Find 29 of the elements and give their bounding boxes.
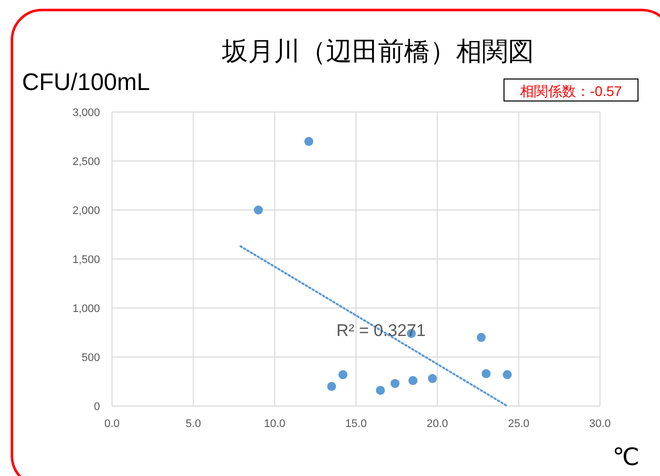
point: [482, 369, 491, 378]
y-axis-title: CFU/100mL: [22, 69, 152, 96]
x-tick-label: 0.0: [104, 418, 120, 430]
x-axis-title: ℃: [612, 444, 640, 471]
point: [476, 332, 486, 342]
point: [376, 386, 385, 395]
x-tick-label: 30.0: [589, 418, 611, 430]
y-tick-label: 1,500: [72, 254, 100, 266]
y-tick-label: 1,000: [72, 303, 100, 315]
point: [254, 206, 263, 214]
point: [428, 374, 437, 384]
text: 相関係数：-0.57: [520, 83, 622, 99]
point: [327, 382, 336, 391]
x-tick-label: 15.0: [345, 418, 367, 430]
x-tick-label: 20.0: [426, 418, 448, 430]
y-tick-label: 0: [94, 401, 100, 413]
point: [390, 378, 400, 388]
y-tick-label: 2,000: [72, 205, 100, 217]
y-tick-label: 3,000: [72, 107, 100, 119]
point: [408, 376, 418, 386]
x-tick-label: 10.0: [264, 418, 286, 430]
point: [304, 136, 314, 146]
y-tick-label: 500: [82, 352, 100, 364]
point: [338, 370, 348, 380]
y-tick-label: 2,500: [72, 156, 100, 168]
x-tick-label: 25.0: [508, 418, 530, 430]
chart-title: 坂月川（辺田前橋）相関図: [221, 36, 534, 66]
x-tick-label: 5.0: [186, 418, 201, 430]
point: [502, 370, 512, 380]
